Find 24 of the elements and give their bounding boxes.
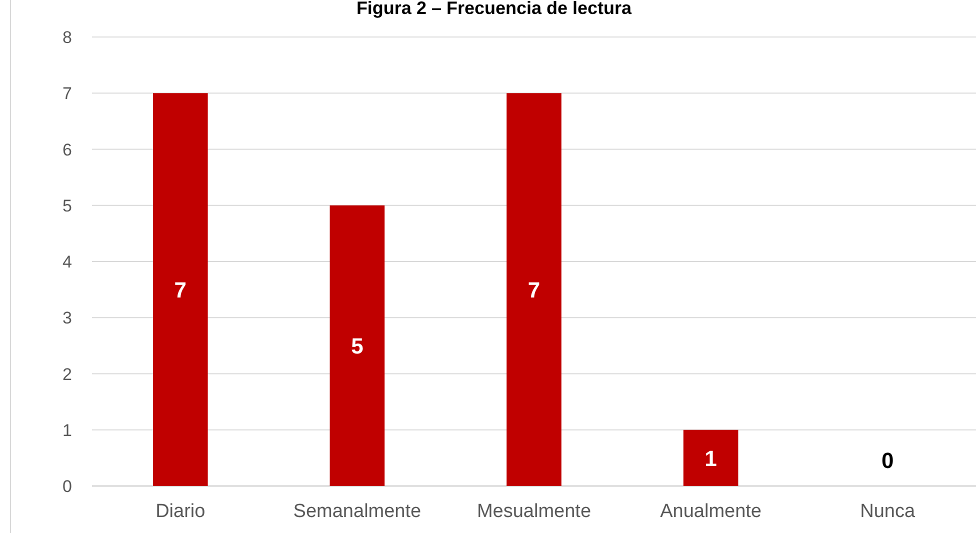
bar <box>506 93 562 486</box>
bar <box>683 430 738 486</box>
data-label: 5 <box>351 334 364 359</box>
x-tick-label: Diario <box>156 501 206 522</box>
x-tick-label: Mesualmente <box>476 501 592 522</box>
y-tick-label: 3 <box>62 308 72 328</box>
bar <box>152 93 208 486</box>
data-label: 7 <box>174 278 187 303</box>
y-tick-label: 0 <box>62 477 72 496</box>
x-tick-label: Nunca <box>860 501 916 522</box>
y-tick-label: 1 <box>62 420 72 440</box>
data-label: 0 <box>881 448 894 473</box>
y-tick-label: 4 <box>62 252 72 272</box>
x-tick-label: Semanalmente <box>293 501 422 522</box>
y-tick-label: 2 <box>62 364 72 384</box>
chart-title: Figura 2 – Frecuencia de lectura <box>356 0 633 18</box>
bar <box>330 205 385 486</box>
data-label: 1 <box>704 446 717 471</box>
data-label: 7 <box>528 278 540 303</box>
y-tick-label: 8 <box>62 28 72 47</box>
y-tick-label: 6 <box>62 140 72 160</box>
y-tick-label: 5 <box>62 196 72 216</box>
x-tick-label: Anualmente <box>660 501 762 522</box>
y-tick-label: 7 <box>62 84 72 104</box>
